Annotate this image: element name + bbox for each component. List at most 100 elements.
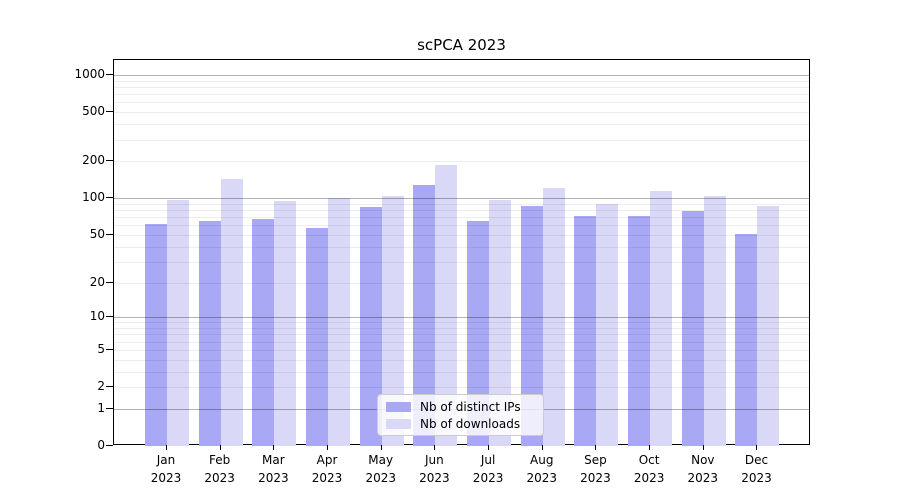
gridline-minor-40 [114,246,809,248]
y-tick-mark-100 [106,197,113,199]
gridline-minor-4 [114,359,809,361]
y-tick-mark-1 [106,407,113,409]
bar-dec-downloads [757,206,780,446]
y-tick-label-50: 50 [89,226,105,241]
gridline-minor-70 [114,217,809,219]
gridline-minor-50 [114,234,809,236]
bar-nov-downloads [703,196,726,446]
y-tick-mark-10 [106,316,113,318]
bar-oct-downloads [650,190,673,446]
bar-may-downloads [381,195,404,446]
y-tick-label-1: 1 [97,400,105,415]
gridline-major-100 [114,198,809,200]
y-tick-label-500: 500 [82,104,105,119]
y-tick-label-1000: 1000 [74,67,105,81]
bar-jan-distinct-ips [145,223,167,446]
y-tick-mark-50 [106,233,113,235]
bar-oct-distinct-ips [628,216,651,446]
gridline-minor-2 [114,387,809,388]
bar-apr-downloads [328,197,351,446]
legend-label-downloads: Nb of downloads [420,416,521,431]
grid-layer [114,60,809,444]
x-tick-mark-oct [649,445,651,450]
x-tick-mark-aug [541,445,543,450]
legend: Nb of distinct IPs Nb of downloads [377,394,544,436]
gridline-minor-20 [114,282,809,284]
gridline-minor-9 [114,322,809,324]
x-tick-mark-feb [219,445,221,450]
gridline-minor-900 [114,80,809,82]
x-tick-label-oct: Oct 2023 [633,453,665,485]
bar-aug-distinct-ips [520,205,543,446]
gridline-major-1000 [114,75,809,76]
y-tick-mark-2 [106,386,113,387]
gridline-minor-90 [114,203,809,205]
bar-jul-downloads [489,199,512,446]
y-tick-mark-5 [106,348,113,350]
legend-row-downloads: Nb of downloads [386,417,535,431]
bar-dec-distinct-ips [735,233,758,446]
x-tick-label-sep: Sep 2023 [580,453,611,485]
y-tick-mark-200 [106,160,113,162]
bar-apr-distinct-ips [306,227,329,446]
legend-label-distinct-ips: Nb of distinct IPs [420,399,521,414]
gridline-minor-600 [114,102,809,104]
bar-sep-distinct-ips [574,215,597,446]
gridline-minor-500 [114,112,809,114]
plot-area [113,59,810,446]
x-tick-mark-may [380,445,382,450]
y-tick-label-100: 100 [82,190,105,205]
chart-title: scPCA 2023 [417,36,506,54]
x-tick-label-may: May 2023 [365,453,396,485]
x-tick-mark-sep [595,445,597,450]
y-tick-mark-1000 [106,74,113,75]
gridline-minor-60 [114,225,809,227]
gridline-minor-7 [114,334,809,336]
x-tick-mark-jun [434,445,436,450]
gridline-minor-3 [114,371,809,373]
legend-row-distinct-ips: Nb of distinct IPs [386,400,535,414]
gridline-minor-700 [114,94,809,96]
y-tick-mark-20 [106,281,113,283]
gridline-minor-30 [114,261,809,263]
bar-jan-downloads [167,200,189,446]
gridline-minor-8 [114,328,809,329]
bar-feb-distinct-ips [198,221,221,446]
bar-feb-downloads [220,178,243,446]
gridline-minor-300 [114,139,809,141]
y-tick-mark-500 [106,111,113,113]
legend-swatch-distinct-ips [386,401,411,412]
y-tick-label-200: 200 [82,153,105,168]
x-tick-label-nov: Nov 2023 [687,453,719,485]
bar-mar-downloads [274,200,297,446]
bar-aug-downloads [542,187,565,446]
bar-mar-distinct-ips [252,218,275,446]
y-tick-label-5: 5 [97,341,105,356]
bar-may-distinct-ips [359,206,382,446]
bar-jun-distinct-ips [413,185,436,446]
bar-jul-distinct-ips [467,221,490,446]
x-tick-mark-dec [756,445,758,450]
bar-jun-downloads [435,164,458,446]
gridline-major-10 [114,317,809,319]
x-tick-mark-mar [273,445,275,450]
x-tick-label-dec: Dec 2023 [741,453,772,485]
gridline-minor-80 [114,210,809,212]
y-tick-label-0: 0 [97,438,105,452]
gridline-minor-400 [114,124,809,126]
x-tick-mark-jan [166,445,167,450]
x-tick-label-feb: Feb 2023 [204,453,235,485]
x-tick-mark-nov [702,445,704,450]
legend-swatch-downloads [386,418,411,429]
bars-layer [114,60,809,446]
bar-sep-downloads [596,204,619,446]
gridline-minor-800 [114,86,809,88]
x-tick-mark-jul [488,445,490,450]
x-tick-label-jul: Jul 2023 [472,453,504,485]
x-tick-label-aug: Aug 2023 [526,453,558,485]
x-tick-label-mar: Mar 2023 [258,453,289,485]
x-tick-mark-apr [327,445,329,450]
x-tick-label-apr: Apr 2023 [311,453,343,485]
gridline-minor-6 [114,341,809,343]
